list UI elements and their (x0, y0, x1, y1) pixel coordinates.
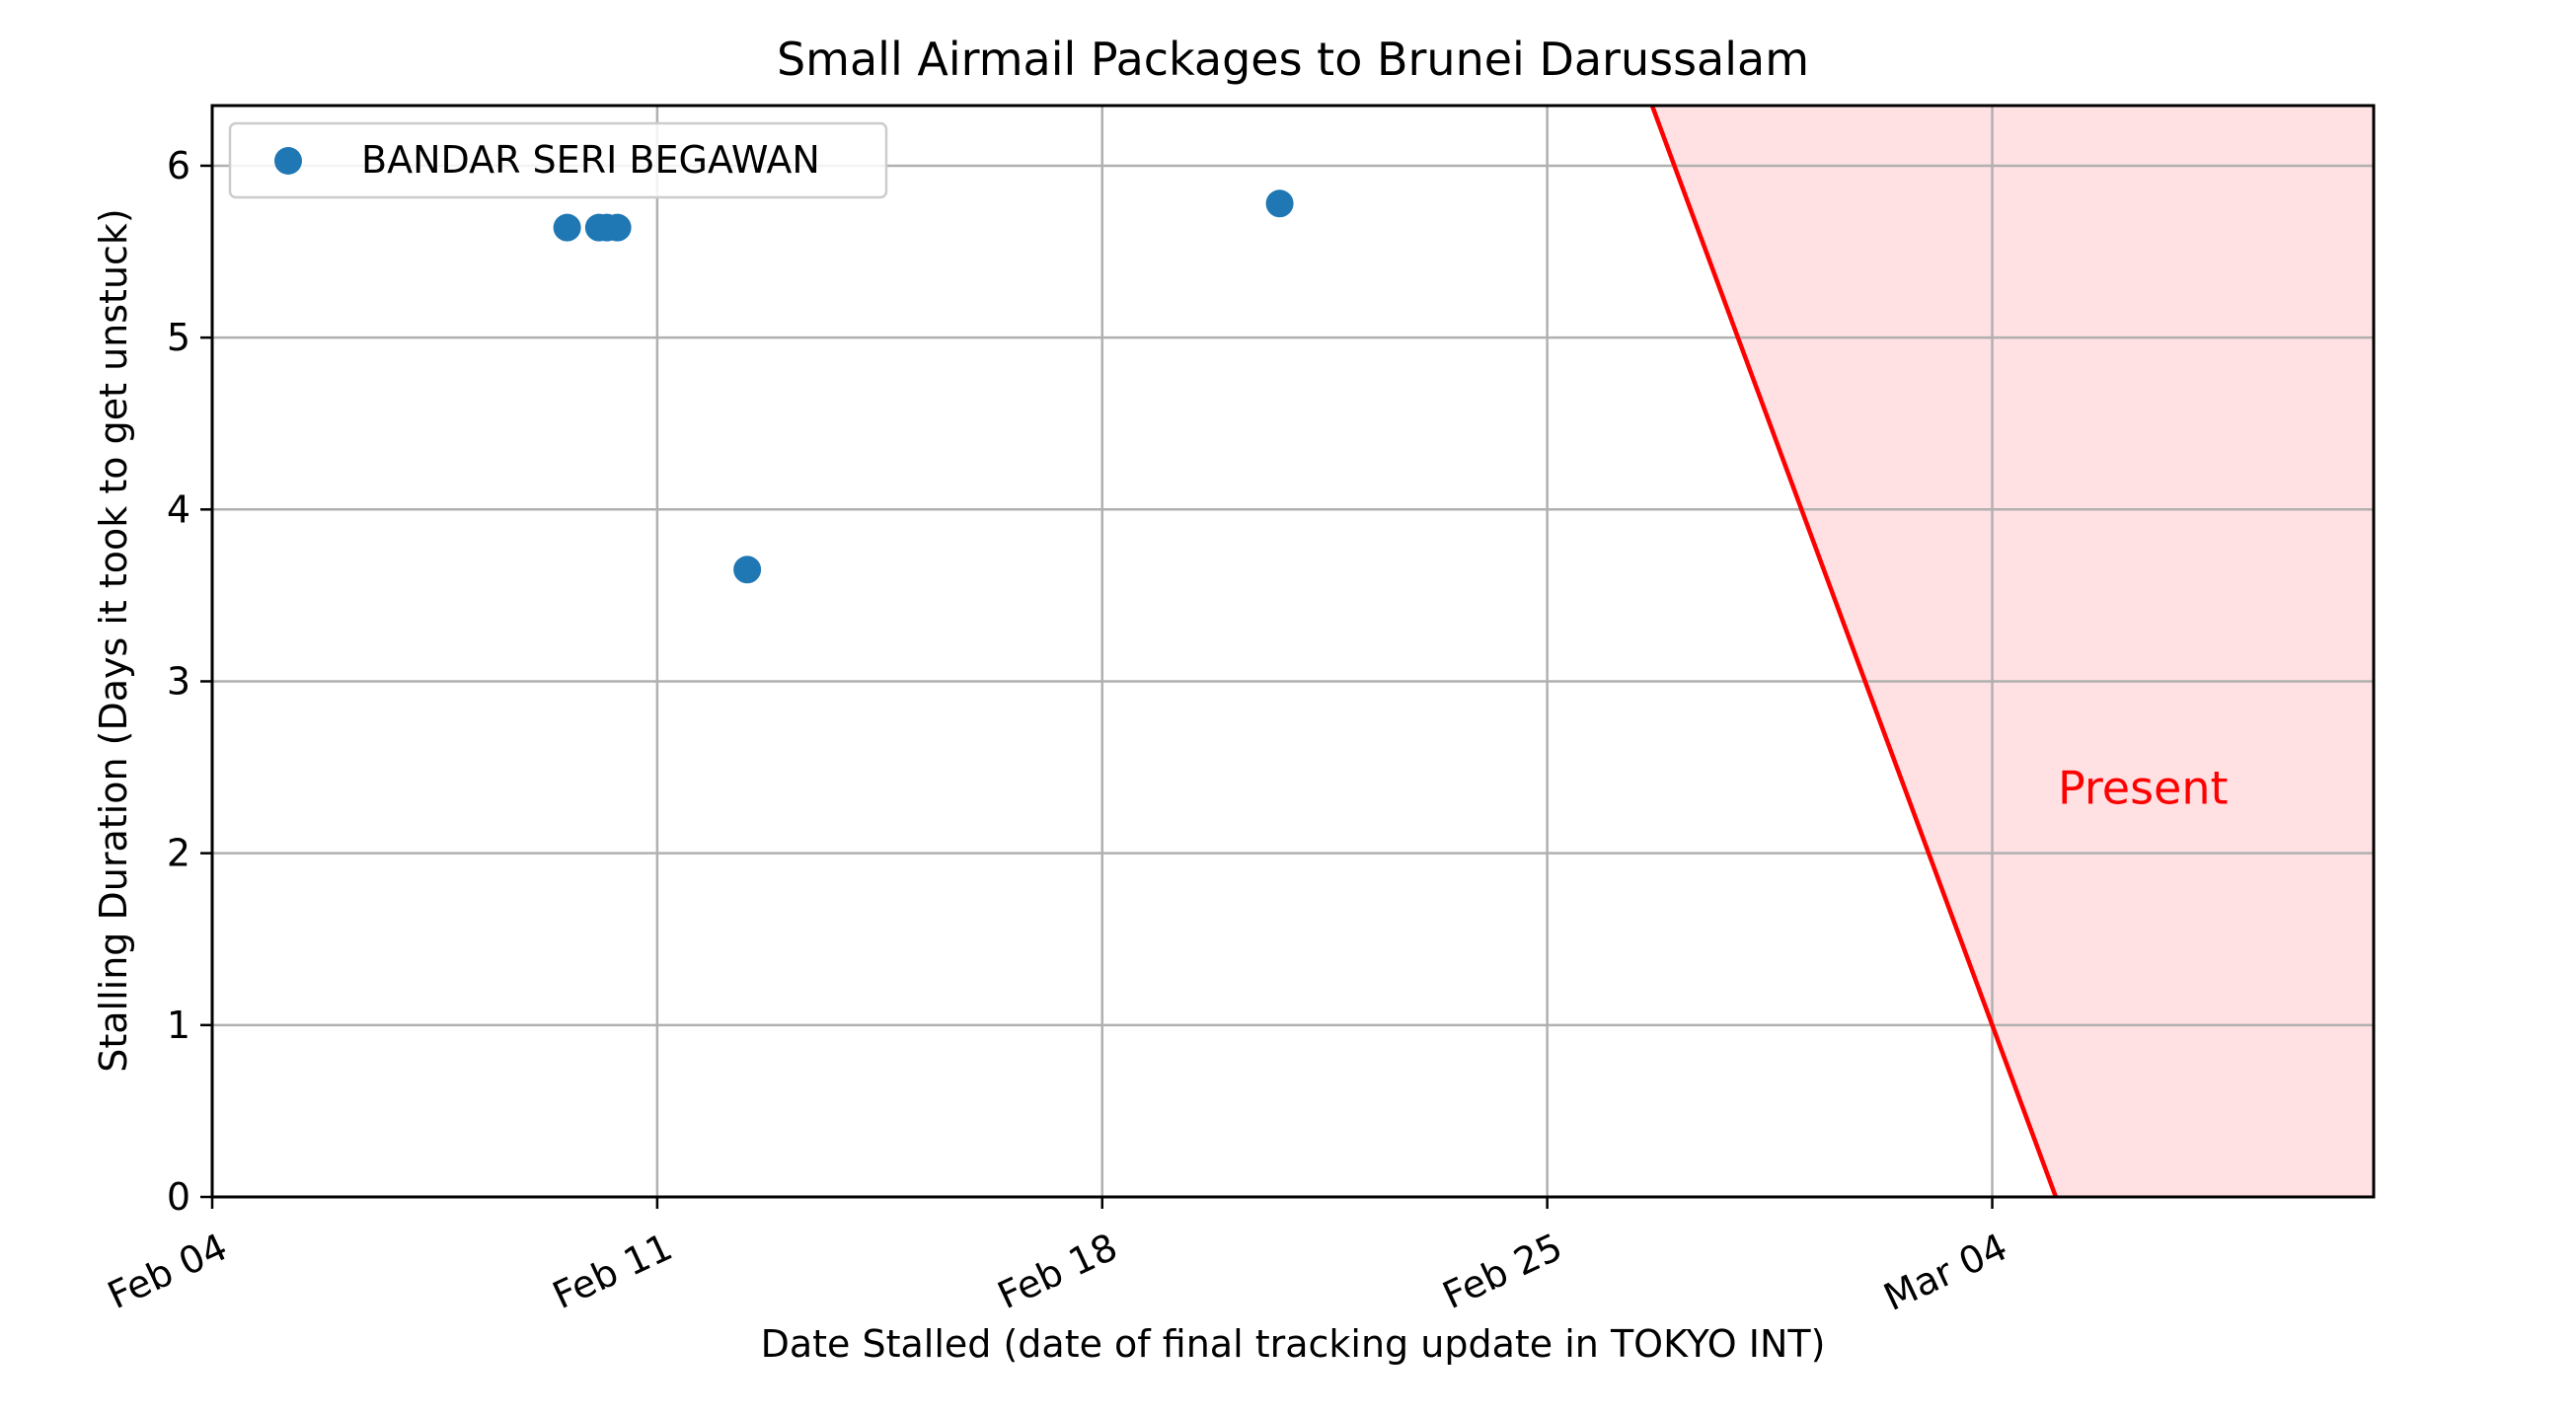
x-tick-label: Feb 11 (546, 1225, 678, 1317)
present-line (1649, 106, 2059, 1197)
x-axis-label: Date Stalled (date of final tracking upd… (761, 1322, 1826, 1366)
y-tick-label: 1 (167, 1004, 190, 1047)
x-tick-label: Mar 04 (1877, 1225, 2013, 1319)
chart-title: Small Airmail Packages to Brunei Darussa… (777, 33, 1809, 86)
y-tick-label: 5 (167, 316, 190, 359)
y-tick-label: 0 (167, 1175, 190, 1219)
data-point (1265, 189, 1294, 218)
future-region (1651, 106, 2374, 1197)
plot-frame (210, 104, 2376, 1199)
y-tick-label: 6 (167, 144, 190, 187)
y-tick-label: 2 (167, 832, 190, 875)
present-label: Present (2058, 762, 2229, 815)
y-tick-label: 4 (167, 487, 190, 531)
data-point (603, 213, 632, 242)
y-axis-label: Stalling Duration (Days it took to get u… (92, 208, 135, 1073)
data-point (553, 213, 581, 242)
plot-area: Present 0 1 2 3 4 5 6 Feb 04 Feb 11 Feb 18 Feb 25 Ma… (101, 104, 2376, 1319)
y-tick-label: 3 (167, 659, 190, 703)
legend-label: BANDAR SERI BEGAWAN (361, 138, 820, 182)
x-tick-label: Feb 25 (1436, 1225, 1568, 1317)
legend-marker (274, 147, 302, 175)
x-tick-label: Feb 04 (101, 1225, 233, 1317)
legend-box (228, 121, 888, 199)
data-point (733, 556, 762, 584)
x-tick-label: Feb 18 (991, 1225, 1123, 1317)
